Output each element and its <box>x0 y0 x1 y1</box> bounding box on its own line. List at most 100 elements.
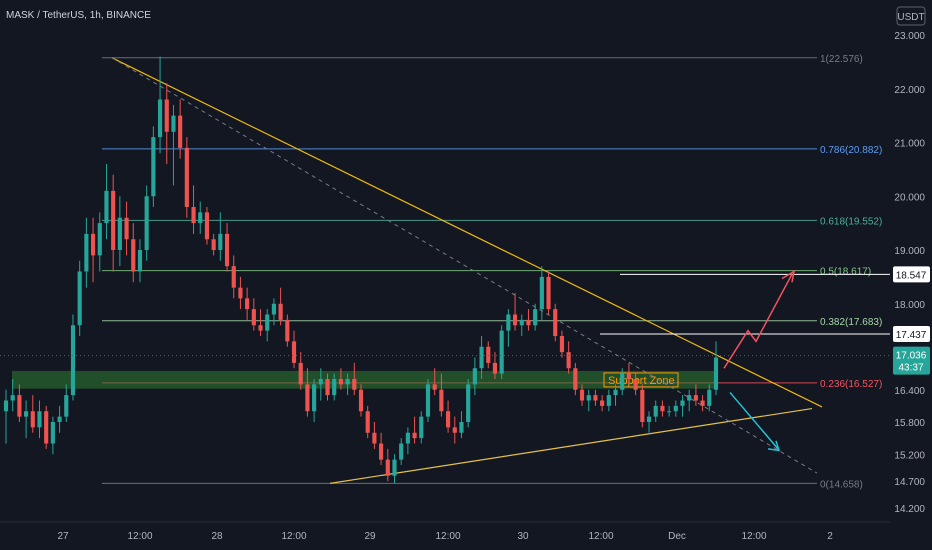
candle-body <box>499 330 504 374</box>
fib-label: 1(22.576) <box>820 54 863 65</box>
candle-body <box>379 443 384 460</box>
candle-body <box>680 400 685 406</box>
candle-body <box>606 395 611 406</box>
candle-body <box>57 416 62 422</box>
candle-body <box>298 362 303 385</box>
candle-body <box>111 190 116 250</box>
candle-body <box>626 373 632 379</box>
candle-body <box>224 233 230 267</box>
candle-body <box>30 411 35 428</box>
fib-label: 0.786(20.882) <box>820 145 882 156</box>
candle-body <box>640 389 645 422</box>
candle-body <box>667 411 672 413</box>
candle-body <box>519 319 524 326</box>
candle-body <box>352 379 357 390</box>
candle-body <box>97 223 102 256</box>
candle-body <box>553 309 558 336</box>
support-zone-label: Support Zone <box>608 375 675 387</box>
candle-body <box>425 384 431 417</box>
candle-body <box>385 459 390 476</box>
candle-body <box>372 432 377 444</box>
candle-body <box>445 411 451 428</box>
candle-body <box>693 395 698 401</box>
bullish-path-arrow <box>723 273 793 369</box>
y-tick-label: 19.000 <box>894 246 925 257</box>
x-tick-label: 12:00 <box>741 531 766 542</box>
candle-body <box>620 373 625 390</box>
x-tick-label: 12:00 <box>281 531 306 542</box>
candle-body <box>579 389 585 401</box>
candle-body <box>10 395 15 401</box>
y-tick-label: 14.200 <box>894 504 925 515</box>
descending-trendline <box>111 57 823 408</box>
candle-body <box>673 405 678 412</box>
candle-body <box>137 250 143 272</box>
chart-title: MASK / TetherUS, 1h, BINANCE <box>6 10 151 21</box>
candle-body <box>345 379 350 385</box>
candles <box>3 56 719 484</box>
candle-body <box>573 368 578 390</box>
candle-body <box>24 411 29 417</box>
candle-body <box>238 287 243 299</box>
y-tick-label: 15.800 <box>894 418 925 429</box>
candle-body <box>84 233 89 272</box>
candle-body <box>365 411 370 433</box>
candle-body <box>325 379 330 396</box>
currency-box[interactable] <box>896 6 926 26</box>
candle-body <box>660 405 665 412</box>
candle-body <box>285 319 290 342</box>
y-tick-label: 23.000 <box>894 31 925 42</box>
x-tick-label: 12:00 <box>127 531 152 542</box>
current-price-label: 17.036 <box>896 351 927 362</box>
support-zone-band <box>12 370 718 389</box>
candle-body <box>707 389 712 406</box>
candle-body <box>164 99 169 132</box>
y-tick-label: 14.700 <box>894 477 925 488</box>
target-price-label: 18.547 <box>896 270 927 281</box>
candle-body <box>466 384 471 422</box>
y-tick-label: 21.000 <box>894 139 925 150</box>
candle-body <box>104 190 109 224</box>
x-tick-label: 12:00 <box>435 531 460 542</box>
x-tick-label: Dec <box>668 531 686 542</box>
candle-body <box>526 319 531 326</box>
target-price-box <box>893 266 930 283</box>
candle-body <box>700 400 705 406</box>
candle-body <box>144 196 149 250</box>
target-price-box <box>893 326 930 343</box>
candle-body <box>399 443 404 460</box>
trendlines <box>111 57 823 484</box>
candle-body <box>124 217 129 240</box>
price-axis: USDT 23.000 22.000 21.000 20.000 19.000 18.000… <box>890 0 932 550</box>
annotations <box>0 270 890 452</box>
candle-body <box>318 379 323 385</box>
bullish-arrowhead <box>781 270 796 283</box>
y-tick-label: 18.000 <box>894 300 925 311</box>
candle-body <box>506 314 511 331</box>
candle-body <box>492 362 498 374</box>
candle-body <box>251 309 256 326</box>
candle-body <box>44 411 49 444</box>
candle-body <box>3 400 9 412</box>
candle-body <box>653 405 658 417</box>
candle-body <box>204 212 210 240</box>
time-axis: 27 12:00 28 12:00 29 12:00 30 12:00 Dec 12:00 2 <box>0 521 890 542</box>
bearish-arrow <box>729 391 779 450</box>
candle-body <box>90 233 96 256</box>
candle-body <box>358 389 364 412</box>
candle-body <box>486 346 491 363</box>
candle-body <box>64 395 69 417</box>
candle-body <box>198 212 203 224</box>
candle-body <box>412 432 417 439</box>
dashed-trendline <box>111 57 818 474</box>
candle-body <box>419 416 424 439</box>
candle-countdown: 43:37 <box>898 363 923 374</box>
candle-body <box>50 422 55 444</box>
candle-body <box>687 395 692 401</box>
candle-body <box>77 271 82 326</box>
currency-label: USDT <box>897 12 924 23</box>
candle-body <box>512 314 518 326</box>
support-zone-label-box <box>603 372 679 388</box>
